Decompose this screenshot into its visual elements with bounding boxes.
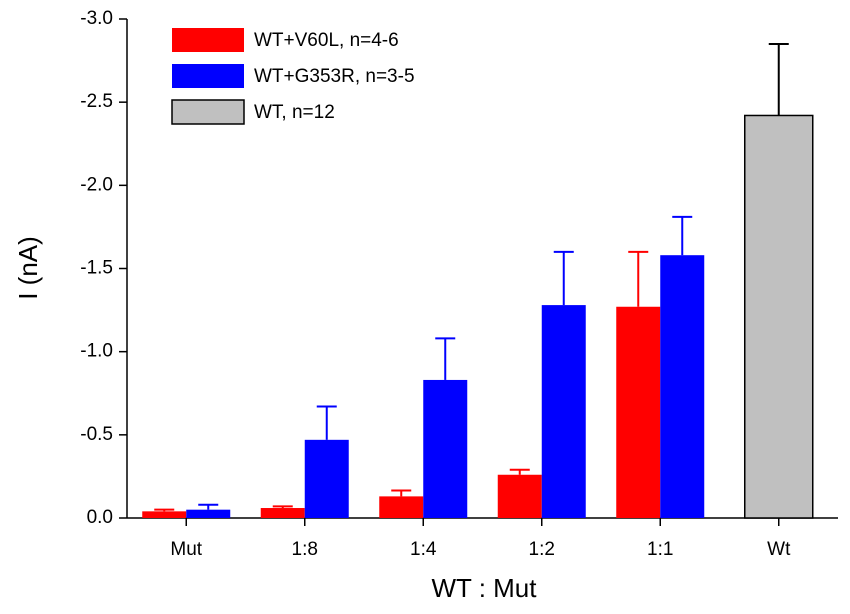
bar [660, 255, 705, 518]
legend-label: WT, n=12 [254, 102, 335, 123]
bar [497, 474, 542, 518]
legend-swatch [172, 64, 244, 88]
bar [186, 509, 231, 518]
legend-swatch [172, 28, 244, 52]
y-tick-label: -2.5 [80, 91, 113, 112]
y-tick-label: -3.0 [80, 8, 113, 29]
y-tick-label: -1.5 [80, 258, 113, 279]
y-tick-label: -0.5 [80, 424, 113, 445]
x-tick-label: Wt [767, 539, 791, 560]
y-tick-label: -2.0 [80, 174, 113, 195]
bar [379, 496, 424, 518]
bar [744, 114, 814, 519]
x-axis-label: WT : Mut [432, 573, 538, 603]
bar [616, 306, 661, 518]
bar [541, 305, 586, 518]
x-tick-label: Mut [170, 539, 202, 560]
x-tick-label: 1:1 [647, 539, 673, 560]
y-axis-label: I (nA) [13, 236, 43, 300]
legend-label: WT+V60L, n=4-6 [254, 30, 399, 51]
bar [260, 508, 305, 518]
x-tick-label: 1:4 [410, 539, 437, 560]
y-tick-label: -1.0 [80, 341, 113, 362]
legend-swatch [171, 99, 245, 125]
x-tick-label: 1:2 [529, 539, 555, 560]
y-tick-label: 0.0 [87, 507, 113, 528]
bar [423, 379, 468, 518]
legend-label: WT+G353R, n=3-5 [254, 66, 415, 87]
bar [142, 511, 187, 518]
bar [304, 439, 349, 518]
x-tick-label: 1:8 [292, 539, 318, 560]
